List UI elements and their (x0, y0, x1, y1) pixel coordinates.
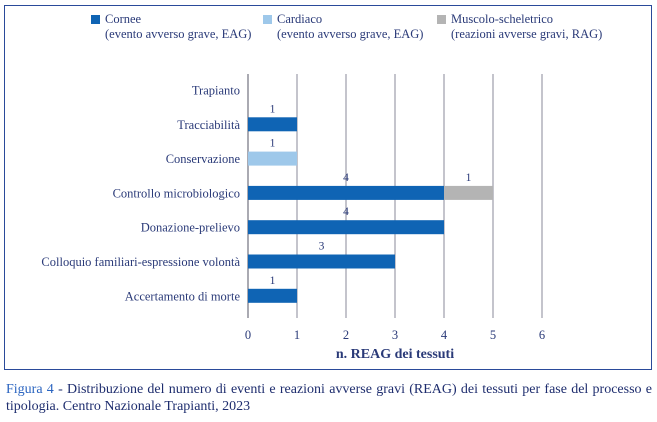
x-tick-label: 6 (539, 328, 545, 342)
bar (248, 220, 444, 235)
bar (248, 117, 297, 132)
category-label: Controllo microbiologico (113, 186, 240, 200)
figure-caption: Figura 4 - Distribuzione del numero di e… (6, 381, 652, 415)
data-label: 3 (319, 241, 325, 253)
category-label: Conservazione (166, 152, 241, 166)
bar (248, 185, 444, 200)
x-axis-label: n. REAG dei tessuti (336, 347, 454, 362)
bar (248, 288, 297, 303)
legend-sublabel-cardiaco: (evento avverso grave, EAG) (277, 27, 424, 41)
legend-label-cardiaco: Cardiaco (277, 12, 323, 26)
bar (444, 185, 493, 200)
legend-sublabel-muscolo-scheletrico: (reazioni avverse gravi, RAG) (451, 27, 603, 41)
legend-label-cornee: Cornee (105, 12, 142, 26)
legend-swatch-cardiaco (263, 15, 272, 24)
chart-frame (4, 5, 652, 370)
x-tick-label: 3 (392, 328, 398, 342)
bar (248, 151, 297, 166)
category-label: Trapianto (192, 84, 240, 98)
data-label: 4 (343, 206, 349, 218)
category-label: Tracciabilità (177, 118, 240, 132)
bar (248, 254, 395, 269)
data-label: 1 (270, 103, 276, 115)
figure-label: Figura 4 (6, 382, 54, 397)
data-label: 1 (466, 172, 472, 184)
legend-swatch-muscolo-scheletrico (437, 15, 446, 24)
data-label: 1 (270, 138, 276, 150)
category-label: Donazione-prelievo (141, 221, 240, 235)
category-label: Accertamento di morte (125, 289, 241, 303)
legend-label-muscolo-scheletrico: Muscolo-scheletrico (451, 12, 554, 26)
x-tick-label: 2 (343, 328, 349, 342)
data-label: 4 (343, 172, 349, 184)
legend-sublabel-cornee: (evento avverso grave, EAG) (105, 27, 252, 41)
x-tick-label: 5 (490, 328, 496, 342)
data-label: 1 (270, 275, 276, 287)
category-label: Colloquio familiari-espressione volontà (41, 255, 240, 269)
x-tick-label: 1 (294, 328, 300, 342)
bar-chart: 0 1 2 3 4 5 6 n. REAG dei tessuti Trapianto Tracc… (41, 74, 545, 362)
x-tick-label: 0 (245, 328, 251, 342)
caption-text: - Distribuzione del numero di eventi e r… (6, 382, 652, 414)
x-tick-label: 4 (441, 328, 448, 342)
legend-swatch-cornee (91, 15, 100, 24)
